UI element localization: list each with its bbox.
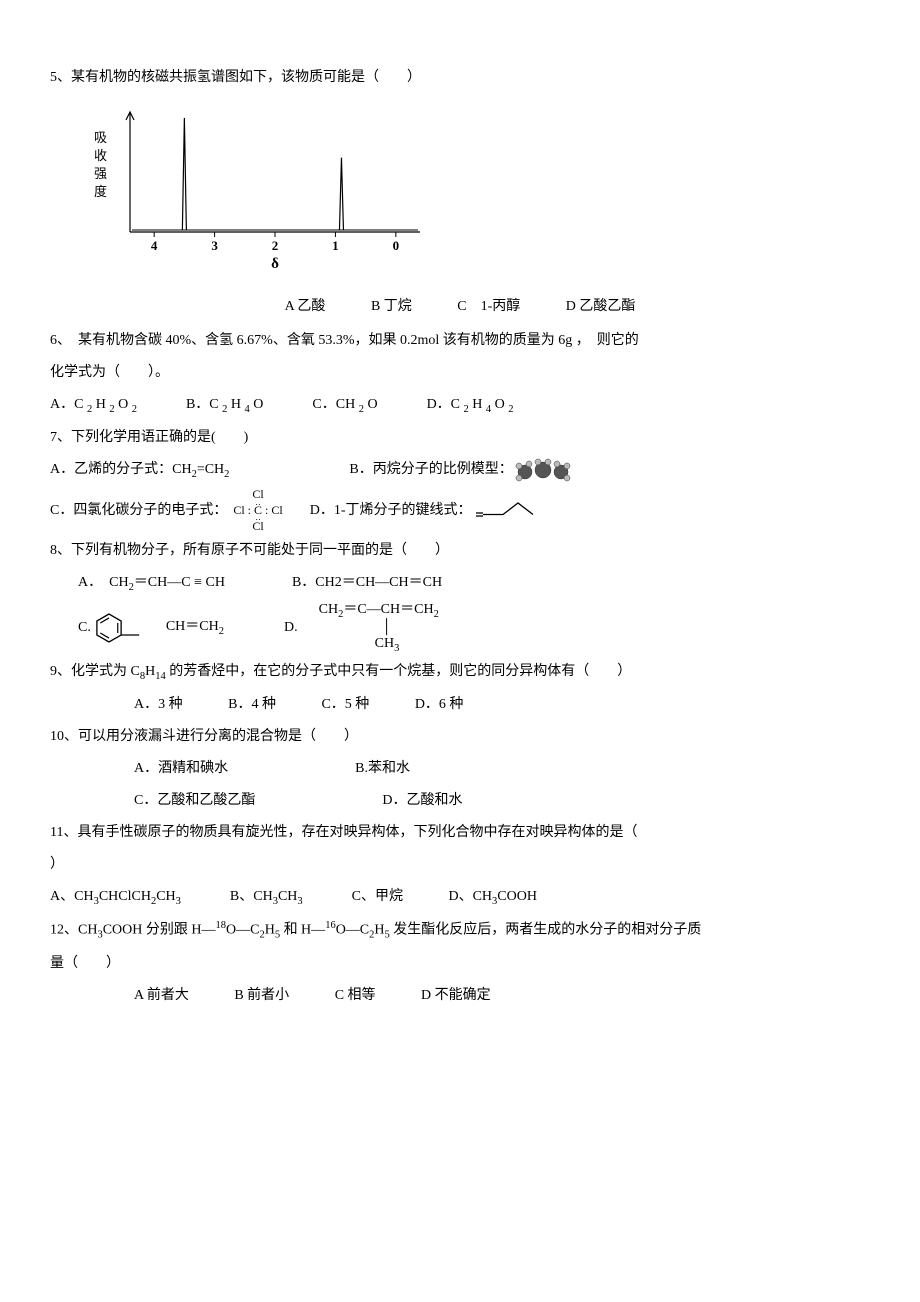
styrene-icon bbox=[91, 610, 166, 646]
nmr-svg: 吸收强度 4 3 2 1 0 δ bbox=[80, 102, 440, 272]
q8-d-struct: CH2＝C—CH＝CH2 │ CH3 bbox=[319, 602, 439, 654]
q8-stem: 8、下列有机物分子，所有原子不可能处于同一平面的是（ ） bbox=[50, 537, 870, 565]
q12-stem1: 12、CH3COOH 分别跟 H—18O—C2H5 和 H—16O—C2H5 发… bbox=[50, 915, 870, 945]
propane-model-icon bbox=[513, 456, 583, 484]
q6-a: A．C 2 H 2 O 2 bbox=[50, 397, 140, 412]
q8-b: B．CH2＝CH—CH＝CH bbox=[292, 575, 442, 590]
q7-b: B．丙烷分子的比例模型： bbox=[349, 456, 582, 484]
q7-c: C．四氯化碳分子的电子式： Cl ‥ Cl : C : Cl ‥ Cl bbox=[50, 489, 289, 533]
q10-b: B.苯和水 bbox=[355, 761, 410, 776]
q10-d: D．乙酸和水 bbox=[382, 793, 462, 808]
q8-d-label: D. bbox=[284, 614, 298, 642]
svg-text:强: 强 bbox=[94, 166, 107, 181]
q9-c: C．5 种 bbox=[321, 697, 369, 712]
q12-opts: A 前者大 B 前者小 C 相等 D 不能确定 bbox=[50, 982, 870, 1010]
q6-stem1: 6、 某有机物含碳 40%、含氢 6.67%、含氧 53.3%，如果 0.2mo… bbox=[50, 327, 870, 355]
q12-stem2: 量（ ） bbox=[50, 950, 870, 978]
q12-b: B 前者小 bbox=[234, 988, 289, 1003]
q11-d: D、CH3COOH bbox=[448, 889, 536, 904]
q7-stem: 7、下列化学用语正确的是( ) bbox=[50, 424, 870, 452]
svg-text:吸: 吸 bbox=[94, 130, 107, 145]
q8-row1: A． CH2＝CH—C ≡ CH B．CH2＝CH—CH＝CH bbox=[50, 569, 870, 598]
svg-text:4: 4 bbox=[151, 238, 158, 253]
q5-opt-a: A 乙酸 bbox=[285, 299, 326, 314]
q6-stem2: 化学式为（ ）。 bbox=[50, 359, 870, 387]
q9-b: B．4 种 bbox=[228, 697, 276, 712]
svg-text:2: 2 bbox=[272, 238, 279, 253]
lewis-ccl4: Cl ‥ Cl : C : Cl ‥ Cl bbox=[233, 489, 282, 533]
q11-opts: A、CH3CHClCH2CH3 B、CH3CH3 C、甲烷 D、CH3COOH bbox=[50, 883, 870, 912]
q10-row1: A．酒精和碘水 B.苯和水 bbox=[50, 755, 870, 783]
butene-skeletal-icon bbox=[471, 498, 541, 524]
q10-c: C．乙酸和乙酸乙酯 bbox=[134, 793, 255, 808]
q5-opt-d: D 乙酸乙酯 bbox=[566, 299, 636, 314]
q6-c: C．CH 2 O bbox=[312, 397, 381, 412]
q5-opt-b: B 丁烷 bbox=[371, 299, 412, 314]
svg-text:δ: δ bbox=[271, 256, 279, 272]
q6-d: D．C 2 H 4 O 2 bbox=[427, 397, 514, 412]
svg-text:度: 度 bbox=[94, 184, 107, 199]
q6-opts: A．C 2 H 2 O 2 B．C 2 H 4 O C．CH 2 O D．C 2… bbox=[50, 391, 870, 420]
q11-b: B、CH3CH3 bbox=[230, 889, 306, 904]
q7-a: A．乙烯的分子式：CH2=CH2 bbox=[50, 456, 229, 485]
q11-stem1: 11、具有手性碳原子的物质具有旋光性，存在对映异构体，下列化合物中存在对映异构体… bbox=[50, 819, 870, 847]
q12-c: C 相等 bbox=[335, 988, 376, 1003]
q5-stem: 5、某有机物的核磁共振氢谱图如下，该物质可能是（ ） bbox=[50, 64, 870, 92]
q11-a: A、CH3CHClCH2CH3 bbox=[50, 889, 184, 904]
q10-stem: 10、可以用分液漏斗进行分离的混合物是（ ） bbox=[50, 723, 870, 751]
q12-d: D 不能确定 bbox=[421, 988, 491, 1003]
q7-row1: A．乙烯的分子式：CH2=CH2 B．丙烷分子的比例模型： bbox=[50, 456, 870, 485]
q10-row2: C．乙酸和乙酸乙酯 D．乙酸和水 bbox=[50, 787, 870, 815]
q9-a: A．3 种 bbox=[134, 697, 183, 712]
q8-c-label: C. bbox=[78, 614, 91, 642]
q11-c: C、甲烷 bbox=[352, 889, 403, 904]
q5-opt-c: C 1-丙醇 bbox=[457, 299, 520, 314]
q6-b: B．C 2 H 4 O bbox=[186, 397, 267, 412]
q8-c-tail: CH＝CH2 bbox=[166, 613, 224, 642]
q5-nmr: 吸收强度 4 3 2 1 0 δ bbox=[80, 102, 870, 283]
q9-d: D．6 种 bbox=[415, 697, 464, 712]
q11-stem2: ） bbox=[50, 851, 870, 879]
q8-row2: C. CH＝CH2 D. CH2＝C—CH＝CH2 │ CH3 bbox=[50, 602, 870, 654]
q9-stem: 9、化学式为 C8H14 的芳香烃中，在它的分子式中只有一个烷基，则它的同分异构… bbox=[50, 658, 870, 687]
svg-text:0: 0 bbox=[393, 238, 400, 253]
svg-text:收: 收 bbox=[94, 148, 107, 163]
q9-opts: A．3 种 B．4 种 C．5 种 D．6 种 bbox=[50, 691, 870, 719]
svg-text:1: 1 bbox=[332, 238, 339, 253]
q7-row2: C．四氯化碳分子的电子式： Cl ‥ Cl : C : Cl ‥ Cl D．1-… bbox=[50, 489, 870, 533]
q5-opts: A 乙酸 B 丁烷 C 1-丙醇 D 乙酸乙酯 bbox=[50, 293, 870, 321]
q8-a: A． CH2＝CH—C ≡ CH bbox=[78, 575, 228, 590]
q12-a: A 前者大 bbox=[134, 988, 189, 1003]
q10-a: A．酒精和碘水 bbox=[134, 761, 228, 776]
svg-text:3: 3 bbox=[211, 238, 218, 253]
q7-d: D．1-丁烯分子的键线式： bbox=[310, 497, 542, 525]
